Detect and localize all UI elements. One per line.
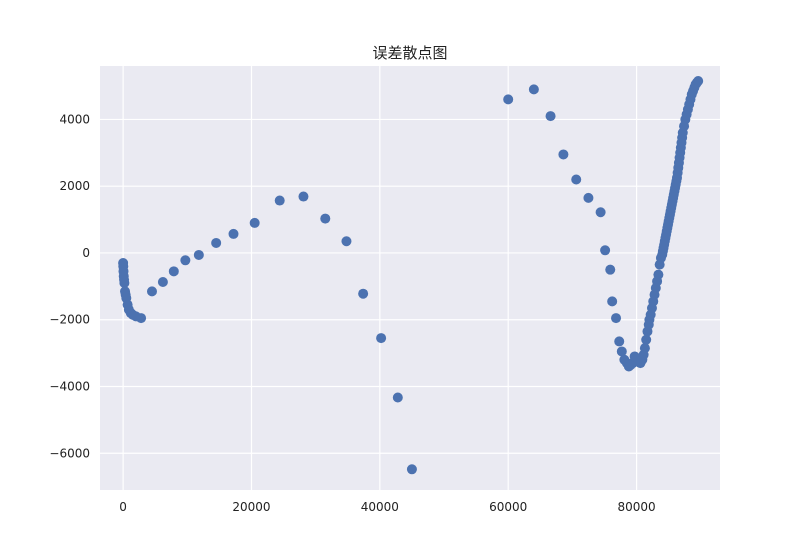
data-point xyxy=(607,296,618,307)
data-point xyxy=(600,245,611,256)
x-tick-label: 80000 xyxy=(617,500,655,514)
data-point xyxy=(180,255,191,266)
data-point xyxy=(193,249,204,260)
data-point xyxy=(583,192,594,203)
data-point xyxy=(503,94,514,105)
x-tick-label: 60000 xyxy=(489,500,527,514)
data-point xyxy=(616,346,627,357)
y-tick-label: −2000 xyxy=(49,313,90,327)
data-point xyxy=(392,392,403,403)
data-point xyxy=(614,336,625,347)
plot-area xyxy=(100,66,720,490)
data-point xyxy=(146,286,157,297)
data-points xyxy=(118,76,704,475)
data-point xyxy=(639,343,650,354)
data-point xyxy=(406,464,417,475)
data-point xyxy=(341,236,352,247)
y-tick-label: 2000 xyxy=(59,179,90,193)
data-point xyxy=(320,213,331,224)
data-point xyxy=(358,288,369,299)
chart-title: 误差散点图 xyxy=(372,44,448,62)
data-point xyxy=(274,195,285,206)
y-tick-label: 0 xyxy=(82,246,90,260)
data-point xyxy=(157,277,168,288)
x-tick-label: 40000 xyxy=(361,500,399,514)
data-point xyxy=(249,217,260,228)
data-point xyxy=(136,313,147,324)
grid-lines xyxy=(100,66,720,490)
x-tick-label: 20000 xyxy=(232,500,270,514)
tick-labels: 0 20000 40000 60000 80000 −6000 −4000 −2000 0 200… xyxy=(49,112,655,514)
data-point xyxy=(545,111,556,122)
data-point xyxy=(611,313,622,324)
data-point xyxy=(228,228,239,239)
x-tick-label: 0 xyxy=(119,500,127,514)
data-point xyxy=(653,269,664,280)
data-point xyxy=(641,334,652,345)
data-point xyxy=(595,207,606,218)
y-tick-label: −4000 xyxy=(49,380,90,394)
data-point xyxy=(119,278,130,289)
y-tick-label: −6000 xyxy=(49,446,90,460)
data-point xyxy=(528,84,539,95)
data-point xyxy=(168,266,179,277)
data-point xyxy=(558,149,569,160)
data-point xyxy=(693,76,704,87)
y-tick-label: 4000 xyxy=(59,112,90,126)
data-point xyxy=(605,264,616,275)
data-point xyxy=(211,237,222,248)
data-point xyxy=(376,333,387,344)
data-point xyxy=(571,174,582,185)
data-point xyxy=(298,191,309,202)
